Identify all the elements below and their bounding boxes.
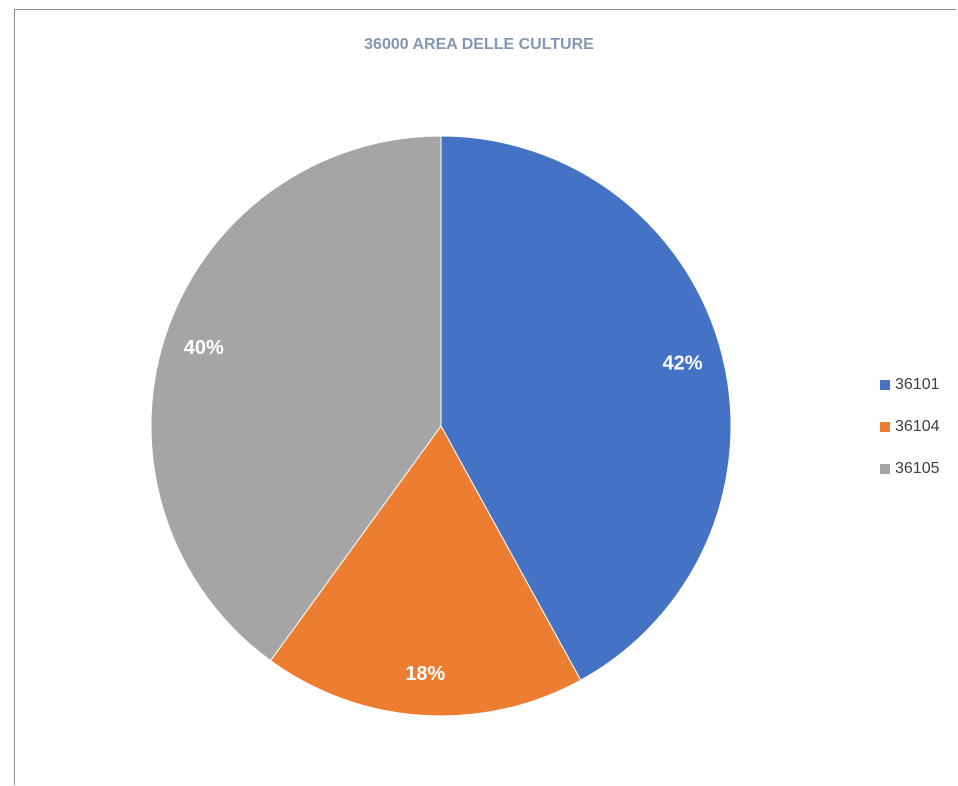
legend-label: 36104 xyxy=(895,418,940,435)
legend-swatch xyxy=(880,380,890,390)
chart-title: 36000 AREA DELLE CULTURE xyxy=(364,36,594,53)
legend: 36101 36104 36105 xyxy=(880,375,940,501)
legend-label: 36105 xyxy=(895,460,940,477)
legend-item-36105: 36105 xyxy=(880,459,940,479)
legend-item-36104: 36104 xyxy=(880,417,940,437)
legend-item-36101: 36101 xyxy=(880,375,940,395)
chart-area xyxy=(14,9,956,785)
legend-label: 36101 xyxy=(895,376,940,393)
data-label-36101: 42% xyxy=(663,352,703,374)
legend-swatch xyxy=(880,422,890,432)
pie-slice-36104 xyxy=(269,425,582,717)
data-label-36105: 40% xyxy=(184,337,224,359)
pie-slice-36101 xyxy=(440,135,732,681)
pie-slice-36105 xyxy=(150,135,442,662)
legend-swatch xyxy=(880,464,890,474)
data-label-36104: 18% xyxy=(405,663,445,685)
